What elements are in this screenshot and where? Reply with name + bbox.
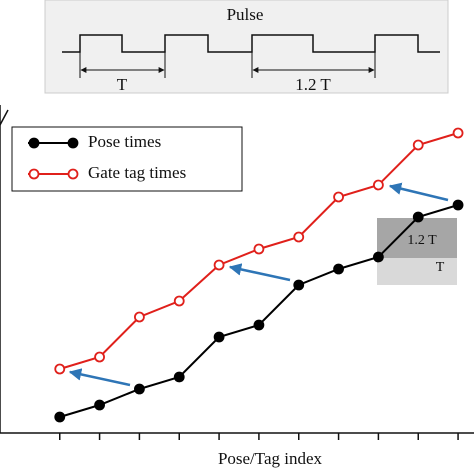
point — [54, 411, 66, 423]
pulse-title: Pulse — [227, 5, 264, 24]
pulse-inset: Pulse T 1.2 T — [44, 0, 449, 94]
y-axis-arrow — [0, 109, 9, 126]
point — [213, 259, 225, 271]
series-line — [59, 204, 459, 418]
interval-box — [377, 218, 457, 258]
point — [134, 311, 145, 323]
point — [134, 383, 145, 395]
point — [452, 127, 464, 139]
legend-marker — [28, 137, 40, 149]
point — [213, 331, 225, 343]
x-axis-label: Pose/Tag index — [218, 449, 323, 468]
point — [293, 231, 305, 243]
period-label: T — [117, 75, 128, 94]
legend — [11, 126, 243, 192]
point — [253, 319, 265, 331]
period-label: 1.2 T — [295, 75, 331, 94]
legend-marker — [67, 168, 79, 180]
legend-label: Pose times — [88, 132, 161, 151]
point — [333, 191, 344, 203]
point — [412, 211, 424, 223]
box-label: 1.2 T — [407, 233, 437, 248]
interval-box — [377, 258, 457, 285]
legend-marker — [67, 137, 79, 149]
point — [54, 363, 66, 375]
point — [173, 371, 185, 383]
point — [373, 251, 384, 263]
point — [412, 139, 424, 151]
point — [293, 279, 305, 291]
inset-box — [44, 0, 449, 94]
point — [373, 179, 384, 191]
point — [333, 263, 344, 275]
legend-marker — [28, 168, 40, 180]
shift-arrow — [68, 368, 131, 387]
legend-label: Gate tag times — [88, 163, 186, 182]
box-label: T — [436, 260, 445, 275]
point — [94, 399, 105, 411]
pulse-wave — [62, 34, 440, 53]
shift-arrow — [388, 182, 449, 202]
point — [452, 199, 464, 211]
point — [94, 351, 105, 363]
point — [253, 243, 265, 255]
shift-arrow — [228, 263, 291, 282]
point — [173, 295, 185, 307]
